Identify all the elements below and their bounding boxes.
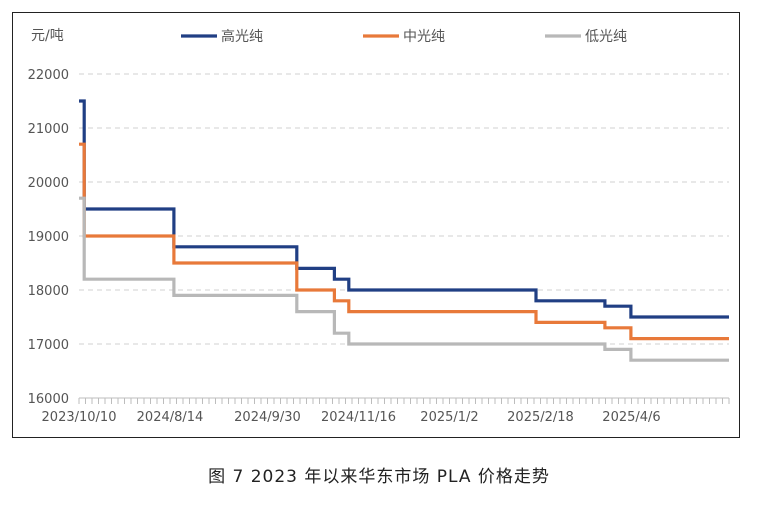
legend-label: 高光纯 xyxy=(221,28,263,45)
y-axis-ticks: 16000 17000 18000 19000 20000 21000 22000 xyxy=(28,68,69,407)
legend-label: 低光纯 xyxy=(585,29,627,45)
figure-caption: 图 7 2023 年以来华东市场 PLA 价格走势 xyxy=(208,467,550,487)
x-axis: 2023/10/10 2024/8/14 2024/9/30 2024/11/16 20… xyxy=(42,397,730,425)
series-lines xyxy=(79,99,729,362)
grid-lines xyxy=(79,73,729,345)
y-tick-label: 17000 xyxy=(28,338,69,353)
series-line xyxy=(79,99,729,319)
y-tick-label: 18000 xyxy=(28,284,69,299)
series-line xyxy=(79,196,729,362)
x-tick-label: 2023/10/10 xyxy=(42,410,117,425)
y-tick-label: 19000 xyxy=(28,230,69,245)
x-tick-label: 2025/4/6 xyxy=(602,410,660,425)
legend-label: 中光纯 xyxy=(403,29,445,45)
y-tick-label: 22000 xyxy=(28,68,69,83)
y-unit-label: 元/吨 xyxy=(31,28,64,44)
legend: 高光纯 中光纯 低光纯 xyxy=(181,28,627,45)
x-tick-label: 2024/8/14 xyxy=(137,410,204,425)
series-line xyxy=(79,142,729,341)
y-tick-label: 20000 xyxy=(28,176,69,191)
x-tick-label: 2024/11/16 xyxy=(321,410,396,425)
x-tick-label: 2025/1/2 xyxy=(420,410,478,425)
chart-frame: 元/吨 高光纯 中光纯 低光纯 16000 17000 18000 19000 20000 2… xyxy=(12,12,740,438)
y-tick-label: 16000 xyxy=(28,392,69,407)
x-tick-label: 2025/2/18 xyxy=(507,410,574,425)
x-tick-label: 2024/9/30 xyxy=(234,410,301,425)
y-tick-label: 21000 xyxy=(28,122,69,137)
price-chart: 元/吨 高光纯 中光纯 低光纯 16000 17000 18000 19000 20000 2… xyxy=(28,28,730,425)
